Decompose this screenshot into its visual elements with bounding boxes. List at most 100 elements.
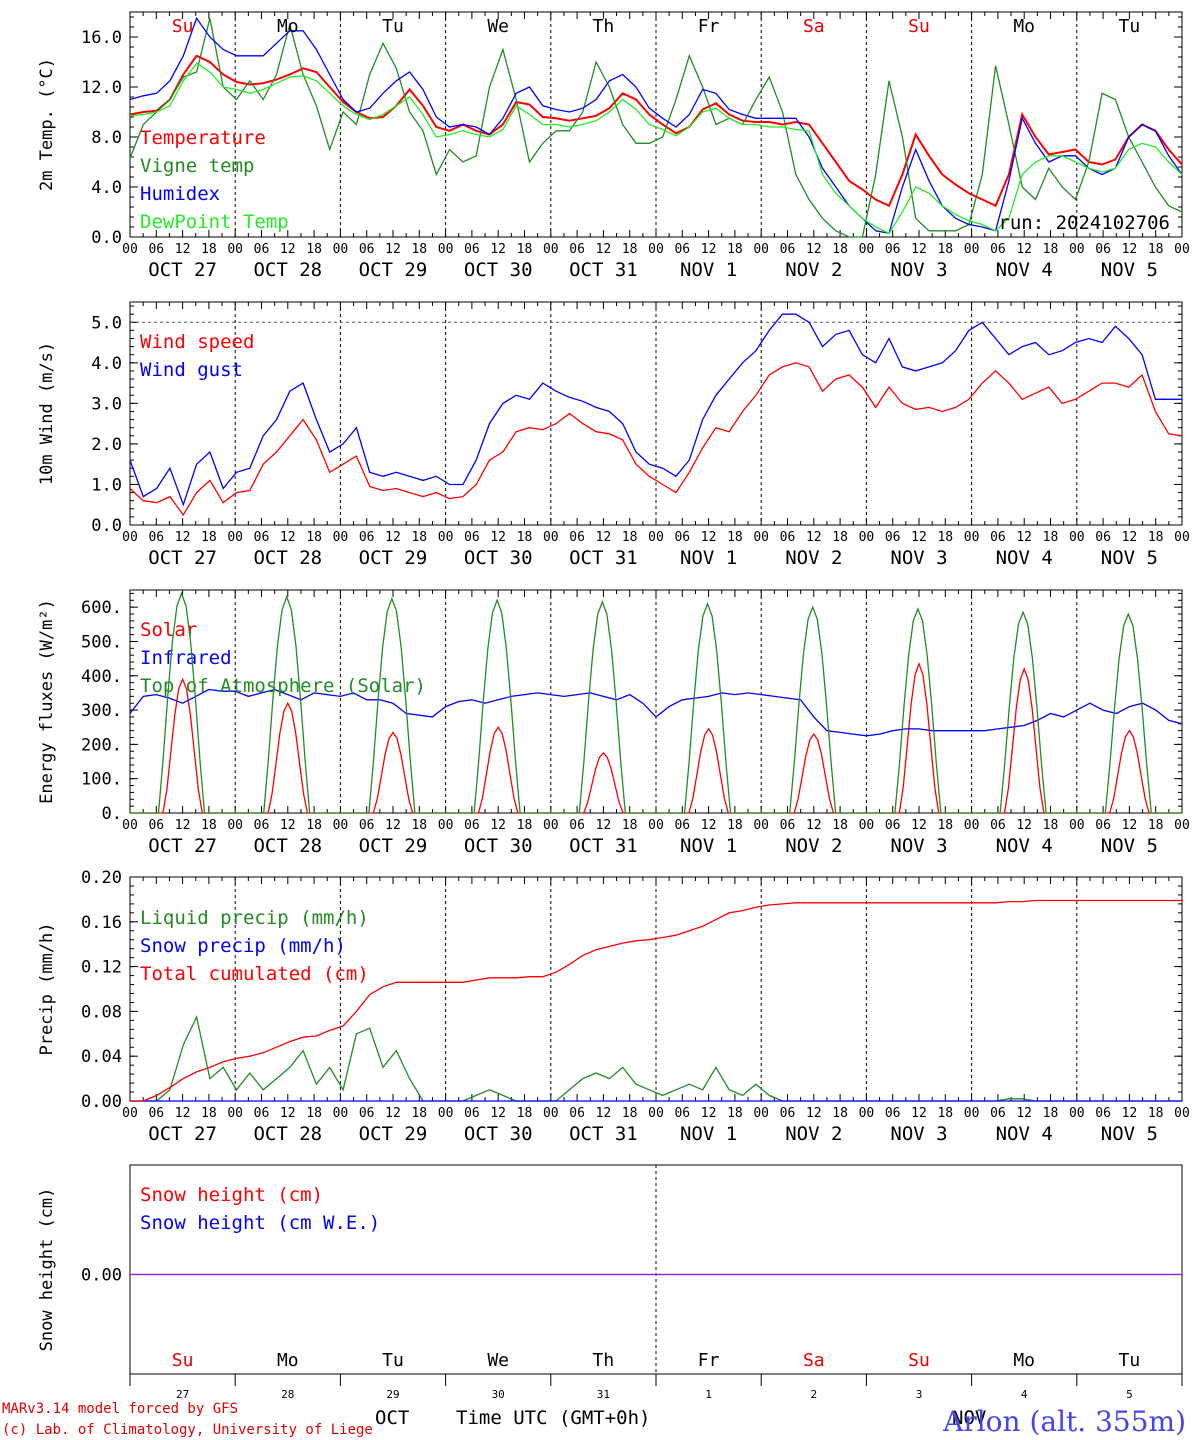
- hour-label: 00: [438, 1106, 454, 1121]
- date-label: NOV 1: [680, 1123, 737, 1145]
- day-number: 1: [705, 1388, 712, 1401]
- y-tick-label: 0.00: [81, 1266, 122, 1286]
- date-label: OCT 30: [464, 1123, 533, 1145]
- hour-label: 18: [306, 818, 322, 833]
- day-label: We: [487, 1350, 509, 1371]
- hour-label: 18: [306, 530, 322, 545]
- hour-label: 00: [438, 242, 454, 257]
- hour-label: 00: [859, 818, 875, 833]
- y-tick-label: 0.00: [81, 1092, 122, 1112]
- hour-label: 06: [254, 242, 270, 257]
- hour-label: 00: [438, 530, 454, 545]
- day-label: Fr: [698, 16, 720, 37]
- hour-label: 06: [148, 530, 164, 545]
- legend-entry: Snow precip (mm/h): [140, 935, 346, 957]
- legend-entry: Vigne temp: [140, 155, 254, 177]
- day-label: Su: [172, 1350, 194, 1371]
- y-tick-label: 12.0: [81, 78, 122, 98]
- legend-entry: DewPoint Temp: [140, 211, 289, 233]
- hour-label: 12: [701, 242, 717, 257]
- date-label: OCT 30: [464, 835, 533, 857]
- hour-label: 18: [832, 242, 848, 257]
- series-line-top-of-atmosphere-solar: [130, 591, 1182, 814]
- run-annotation: run: 2024102706: [998, 212, 1170, 234]
- hour-label: 00: [227, 242, 243, 257]
- hour-label: 06: [990, 1106, 1006, 1121]
- hour-label: 06: [780, 818, 796, 833]
- hour-label: 12: [490, 530, 506, 545]
- day-label: Tu: [1119, 16, 1141, 37]
- date-label: OCT 28: [253, 835, 322, 857]
- y-tick-label: 16.0: [81, 28, 122, 48]
- hour-label: 18: [832, 530, 848, 545]
- hour-label: 00: [1069, 1106, 1085, 1121]
- day-label: Mo: [1013, 1350, 1035, 1371]
- hour-label: 06: [674, 242, 690, 257]
- hour-label: 00: [227, 530, 243, 545]
- hour-label: 06: [148, 818, 164, 833]
- y-tick-label: 0.0: [91, 228, 122, 248]
- hour-label: 12: [911, 1106, 927, 1121]
- hour-label: 00: [1174, 818, 1190, 833]
- hour-label: 06: [569, 530, 585, 545]
- day-label: Tu: [382, 1350, 404, 1371]
- hour-label: 12: [911, 530, 927, 545]
- date-label: OCT 30: [464, 547, 533, 569]
- series-line-dewpoint-temp: [129, 62, 1183, 235]
- hour-label: 12: [385, 242, 401, 257]
- hour-label: 06: [464, 242, 480, 257]
- hour-label: 00: [859, 242, 875, 257]
- hour-label: 06: [780, 530, 796, 545]
- lab-credit: (c) Lab. of Climatology, University of L…: [2, 1422, 373, 1438]
- y-tick-label: 0.12: [81, 958, 122, 978]
- hour-label: 12: [280, 242, 296, 257]
- hour-label: 06: [464, 530, 480, 545]
- hour-label: 18: [201, 818, 217, 833]
- hour-label: 00: [964, 1106, 980, 1121]
- hour-label: 00: [753, 818, 769, 833]
- hour-label: 06: [885, 818, 901, 833]
- hour-label: 00: [648, 818, 664, 833]
- hour-label: 18: [201, 242, 217, 257]
- series-line-wind-gust: [129, 313, 1182, 507]
- hour-label: 00: [227, 1106, 243, 1121]
- hour-label: 12: [490, 818, 506, 833]
- hour-label: 18: [306, 1106, 322, 1121]
- hour-label: 18: [832, 818, 848, 833]
- hour-label: 12: [596, 818, 612, 833]
- day-label: Mo: [277, 16, 299, 37]
- hour-label: 18: [727, 242, 743, 257]
- hour-label: 18: [832, 1106, 848, 1121]
- hour-label: 00: [964, 818, 980, 833]
- hour-label: 12: [701, 1106, 717, 1121]
- series-line-infrared: [129, 688, 1183, 737]
- day-number: 28: [281, 1388, 294, 1401]
- hour-label: 18: [517, 242, 533, 257]
- hour-label: 00: [753, 1106, 769, 1121]
- day-number: 3: [916, 1388, 923, 1401]
- date-label: OCT 29: [359, 835, 428, 857]
- y-axis-title: 2m Temp. (°C): [37, 58, 57, 191]
- hour-label: 18: [1148, 530, 1164, 545]
- hour-label: 12: [1122, 818, 1138, 833]
- y-tick-label: 0.: [102, 804, 122, 824]
- hour-label: 06: [359, 818, 375, 833]
- day-number: 2: [810, 1388, 817, 1401]
- x-axis-title: Time UTC (GMT+0h): [456, 1407, 650, 1429]
- hour-label: 12: [596, 1106, 612, 1121]
- date-label: OCT 29: [359, 259, 428, 281]
- day-label: Sa: [803, 16, 825, 37]
- hour-label: 18: [937, 530, 953, 545]
- date-label: OCT 30: [464, 259, 533, 281]
- month-right-label: NOV: [952, 1407, 986, 1429]
- hour-label: 12: [385, 1106, 401, 1121]
- hour-label: 06: [569, 818, 585, 833]
- hour-label: 18: [727, 818, 743, 833]
- day-number: 30: [492, 1388, 505, 1401]
- day-label: We: [487, 16, 509, 37]
- hour-label: 12: [806, 1106, 822, 1121]
- y-tick-label: 600.: [81, 598, 122, 618]
- hour-label: 00: [227, 818, 243, 833]
- day-label: Mo: [277, 1350, 299, 1371]
- hour-label: 00: [1174, 242, 1190, 257]
